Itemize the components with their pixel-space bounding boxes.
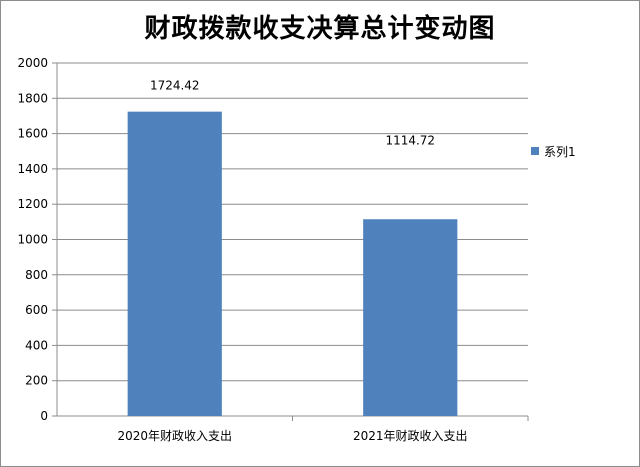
bar	[127, 111, 222, 417]
x-category-label: 2020年财政收入支出	[117, 429, 232, 443]
chart-title: 财政拨款收支决算总计变动图	[144, 14, 496, 44]
y-tick-label: 2000	[17, 56, 48, 70]
y-tick-label: 0	[40, 409, 48, 423]
legend: 系列1	[531, 145, 576, 159]
y-tick-label: 1000	[17, 233, 48, 247]
y-tick-label: 1400	[17, 162, 48, 176]
y-tick-label: 600	[25, 303, 48, 317]
data-label: 1114.72	[385, 133, 435, 147]
y-tick-label: 1200	[17, 197, 48, 211]
data-label: 1724.42	[150, 79, 200, 93]
axes: 0 200 400 600 800 1000 1200 1400 1600 1800 2000	[17, 56, 529, 423]
legend-label: 系列1	[544, 145, 576, 159]
legend-swatch	[531, 147, 539, 155]
y-tick-label: 1600	[17, 127, 48, 141]
labels: 2020年财政收入支出 2021年财政收入支出 1724.42 1114.72	[117, 79, 467, 443]
bar	[363, 219, 458, 416]
y-tick-label: 200	[25, 374, 48, 388]
x-category-label: 2021年财政收入支出	[353, 429, 468, 443]
bars	[127, 111, 458, 417]
y-tick-label: 1800	[17, 91, 48, 105]
y-tick-label: 400	[25, 338, 48, 352]
y-tick-label: 800	[25, 268, 48, 282]
